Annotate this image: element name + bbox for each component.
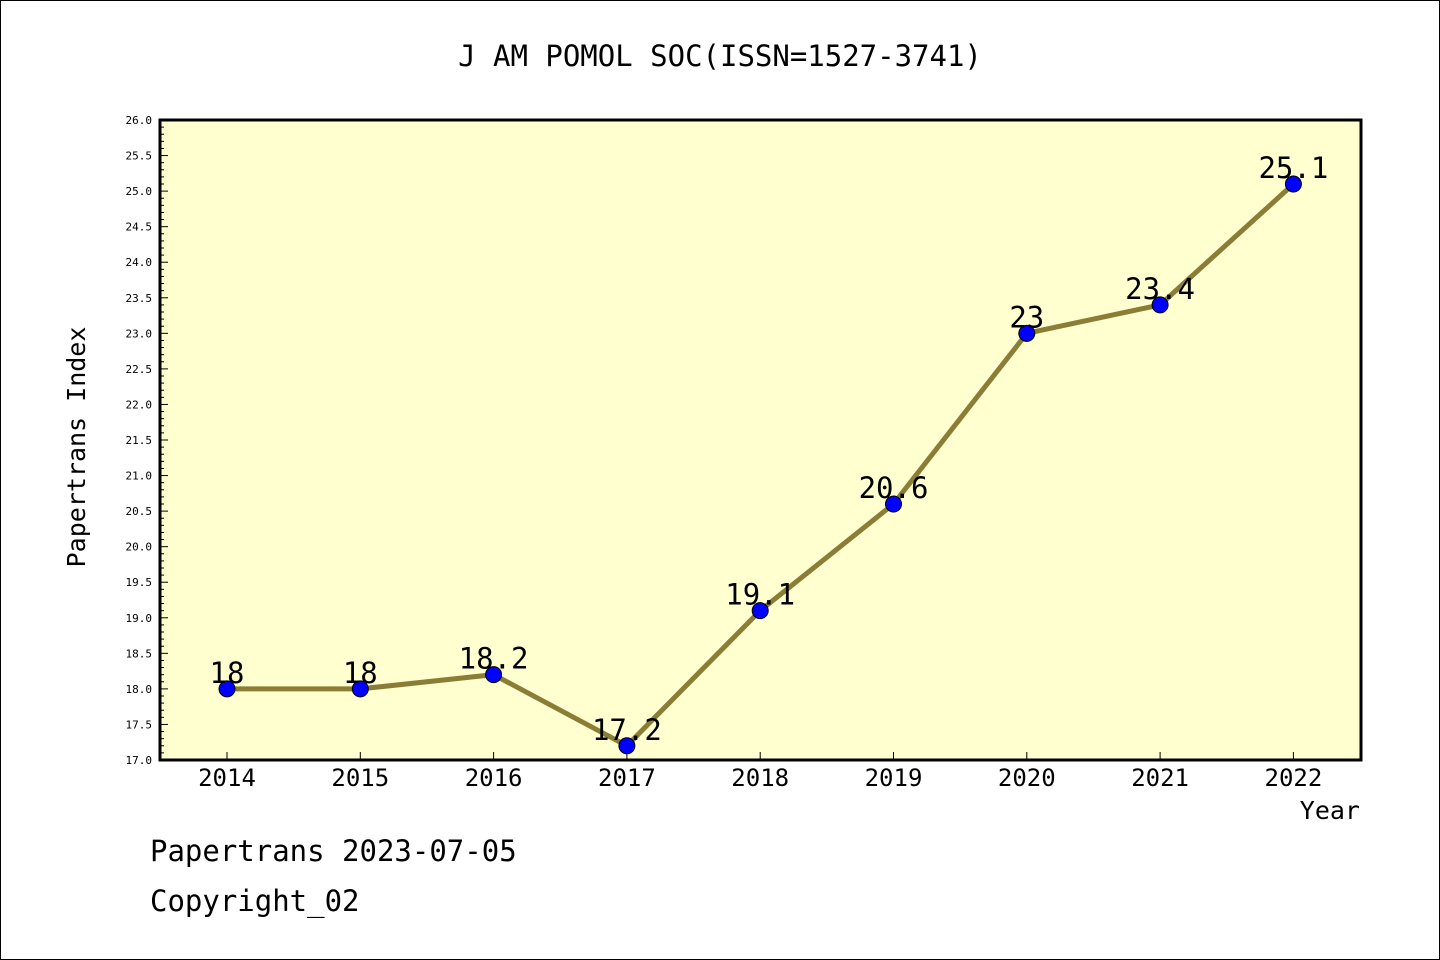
x-tick-label: 2022 <box>1265 764 1323 792</box>
plot-area <box>160 120 1361 760</box>
x-tick-label: 2018 <box>731 764 789 792</box>
chart-title: J AM POMOL SOC(ISSN=1527-3741) <box>458 39 982 73</box>
x-axis-label: Year <box>1300 796 1360 825</box>
footer-copyright-line: Copyright_02 <box>150 884 360 918</box>
y-tick-label: 22.5 <box>126 363 153 376</box>
data-point <box>1151 296 1169 314</box>
data-point <box>1284 175 1302 193</box>
x-tick-label: 2021 <box>1131 764 1189 792</box>
plot-border <box>158 118 1363 762</box>
x-tick-label: 2015 <box>331 764 389 792</box>
y-tick-label: 26.0 <box>126 114 153 127</box>
y-tick-label: 21.5 <box>126 434 153 447</box>
data-label: 19.1 <box>725 578 795 612</box>
series-group <box>218 175 1302 755</box>
data-label: 18.2 <box>459 642 529 676</box>
data-point <box>351 680 369 698</box>
y-axis-ticks: 17.0 17.5 18.0 18.5 19.0 19.5 20.0 20.5 21.0 21.5… <box>126 114 168 767</box>
y-tick-label: 22.0 <box>126 398 153 411</box>
y-tick-label: 19.0 <box>126 612 153 625</box>
y-tick-label: 20.5 <box>126 505 153 518</box>
x-tick-label: 2016 <box>465 764 523 792</box>
y-tick-label: 24.0 <box>126 256 153 269</box>
data-labels: 18 18 18.2 17.2 19.1 20.6 23 23.4 25.1 <box>210 151 1329 747</box>
y-tick-label: 19.5 <box>126 576 153 589</box>
footer-date-line: Papertrans 2023-07-05 <box>150 834 517 868</box>
x-tick-label: 2017 <box>598 764 656 792</box>
data-label: 18 <box>210 656 245 690</box>
y-tick-label: 21.0 <box>126 470 153 483</box>
x-tick-label: 2019 <box>865 764 923 792</box>
y-tick-label: 17.0 <box>126 754 153 767</box>
y-axis-label: Papertrans Index <box>62 327 91 568</box>
data-label: 23.4 <box>1125 272 1195 306</box>
data-label: 23 <box>1009 300 1044 334</box>
x-tick-label: 2014 <box>198 764 256 792</box>
data-label: 20.6 <box>859 471 929 505</box>
x-tick-label: 2020 <box>998 764 1056 792</box>
data-label: 18 <box>343 656 378 690</box>
y-tick-label: 18.5 <box>126 647 153 660</box>
y-tick-label: 23.5 <box>126 292 153 305</box>
data-point <box>485 666 503 684</box>
y-tick-label: 25.5 <box>126 150 153 163</box>
y-tick-label: 18.0 <box>126 683 153 696</box>
y-tick-label: 25.0 <box>126 185 153 198</box>
y-tick-label: 17.5 <box>126 718 153 731</box>
y-tick-label: 20.0 <box>126 541 153 554</box>
data-point <box>751 602 769 620</box>
data-label: 25.1 <box>1258 151 1328 185</box>
data-point <box>218 680 236 698</box>
y-tick-label: 24.5 <box>126 221 153 234</box>
data-point <box>618 737 636 755</box>
y-tick-label: 23.0 <box>126 327 153 340</box>
data-label: 17.2 <box>592 713 662 747</box>
data-point <box>885 495 902 513</box>
data-point <box>1018 324 1036 342</box>
x-axis-ticks: 2014 2015 2016 2017 2018 2019 2020 2021 2022 <box>198 752 1322 792</box>
